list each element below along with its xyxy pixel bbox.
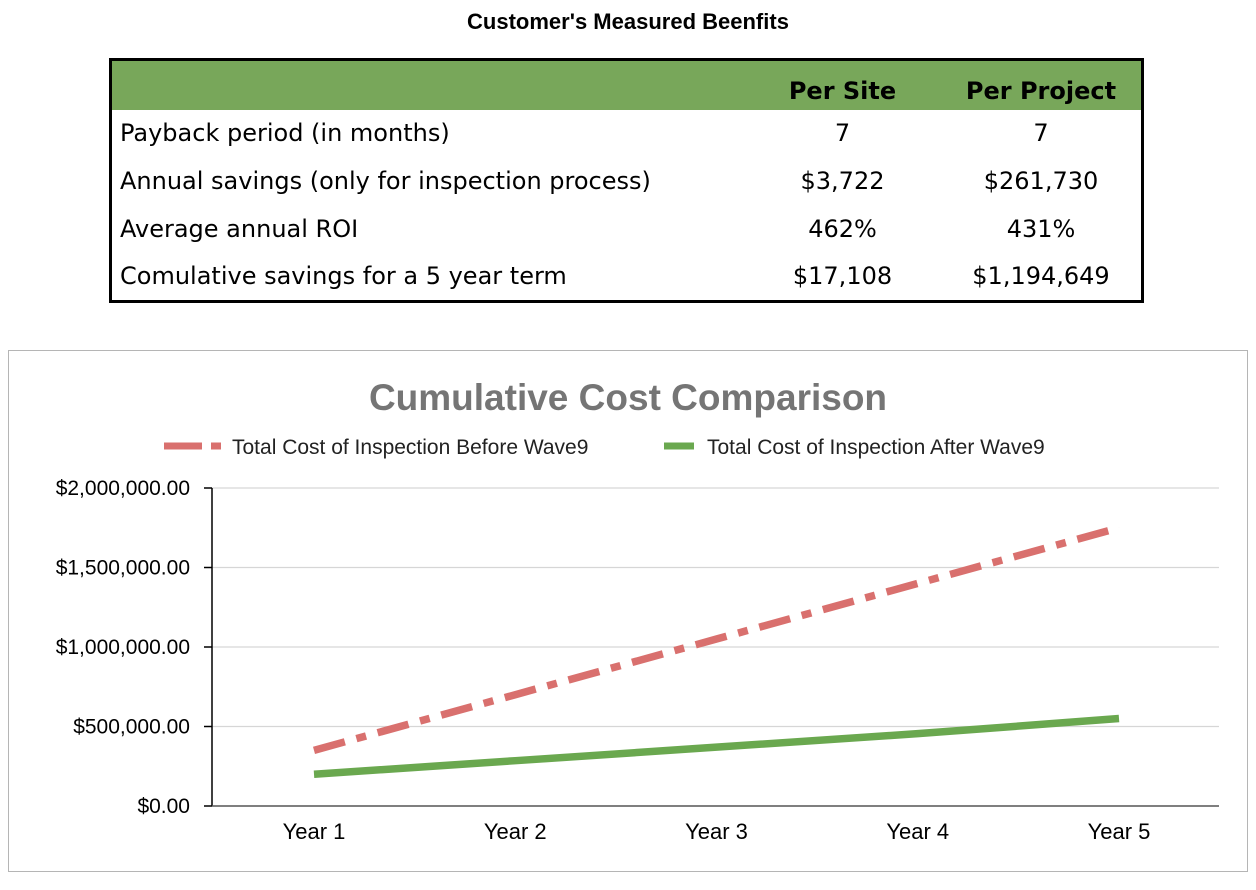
y-tick-label: $2,000,000.00 <box>56 477 190 500</box>
y-tick-label: $1,000,000.00 <box>56 636 190 659</box>
table-header-label <box>111 60 745 110</box>
cost-comparison-chart: Cumulative Cost Comparison Total Cost of… <box>56 377 1219 844</box>
legend-label: Total Cost of Inspection After Wave9 <box>707 436 1045 459</box>
per-project-value: 7 <box>1033 119 1049 148</box>
table-row: Payback period (in months) 7 7 <box>111 110 1143 158</box>
table-header-per-site: Per Site <box>788 77 897 106</box>
chart-axes: $0.00 $500,000.00 $1,000,000.00 $1,500,000.… <box>56 477 1219 844</box>
legend-item: Total Cost of Inspection Before Wave9 <box>164 436 588 459</box>
x-tick-label: Year 5 <box>1088 819 1151 844</box>
table-row: Comulative savings for a 5 year term $17… <box>111 252 1143 301</box>
chart-series <box>313 524 1120 778</box>
x-tick-label: Year 3 <box>685 819 748 844</box>
row-label: Payback period (in months) <box>120 119 450 148</box>
table-header-row: Per Site Per Project <box>110 59 1143 110</box>
row-label: Average annual ROI <box>120 214 359 243</box>
y-tick-label: $0.00 <box>137 795 190 818</box>
x-tick-label: Year 2 <box>484 819 547 844</box>
per-project-value: $261,730 <box>983 166 1099 195</box>
per-site-value: 7 <box>834 119 851 148</box>
row-label: Comulative savings for a 5 year term <box>120 262 567 291</box>
y-tick-label: $1,500,000.00 <box>56 557 190 580</box>
table-header-per-project: Per Project <box>965 77 1117 106</box>
chart-title: Cumulative Cost Comparison <box>369 377 887 418</box>
table-row: Annual savings (only for inspection proc… <box>111 157 1143 205</box>
table-row: Average annual ROI 462% 431% <box>111 205 1143 253</box>
chart-legend: Total Cost of Inspection Before Wave9 Tot… <box>164 436 1045 459</box>
per-site-value: $3,722 <box>800 166 885 195</box>
row-label: Annual savings (only for inspection proc… <box>120 166 651 195</box>
per-project-value: 431% <box>1006 214 1076 243</box>
per-site-value: $17,108 <box>792 262 893 291</box>
page-title: Customer's Measured Beenfits <box>467 9 789 34</box>
x-tick-label: Year 4 <box>886 819 949 844</box>
per-project-value: $1,194,649 <box>972 262 1110 291</box>
legend-item: Total Cost of Inspection After Wave9 <box>664 436 1045 459</box>
y-tick-label: $500,000.00 <box>73 716 190 739</box>
chart-grid <box>212 487 1219 728</box>
chart-panel: Cumulative Cost Comparison Total Cost of… <box>8 350 1248 872</box>
legend-label: Total Cost of Inspection Before Wave9 <box>232 436 588 459</box>
benefits-table: Per Site Per Project Payback period (in … <box>109 58 1144 303</box>
x-tick-label: Year 1 <box>283 819 346 844</box>
per-site-value: 462% <box>808 214 877 243</box>
